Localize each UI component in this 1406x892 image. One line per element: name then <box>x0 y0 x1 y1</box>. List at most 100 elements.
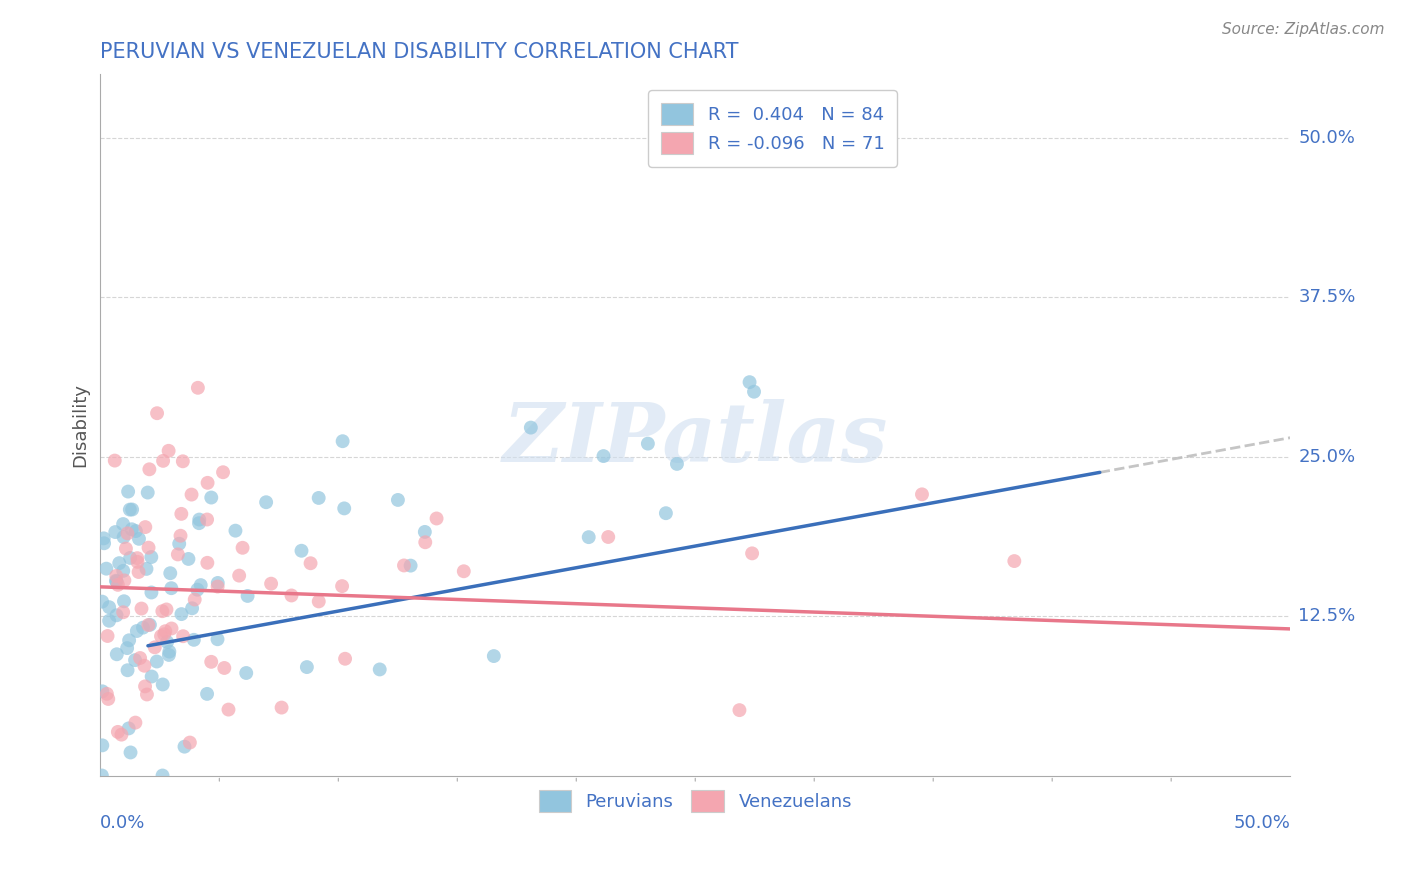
Point <box>332 434 354 449</box>
Point <box>177 552 200 566</box>
Point <box>135 562 157 576</box>
Point <box>112 605 135 619</box>
Point <box>138 618 160 632</box>
Point <box>190 578 212 592</box>
Point <box>134 679 156 693</box>
Point <box>172 454 194 468</box>
Point <box>413 535 436 549</box>
Point <box>179 735 201 749</box>
Point <box>188 516 211 531</box>
Point <box>207 576 229 591</box>
Point <box>260 576 283 591</box>
Point <box>152 454 174 468</box>
Point <box>212 465 235 479</box>
Point <box>138 541 160 555</box>
Point <box>104 574 127 588</box>
Point <box>195 556 218 570</box>
Point <box>180 487 202 501</box>
Point <box>598 530 620 544</box>
Point <box>426 511 449 525</box>
Text: 50.0%: 50.0% <box>1299 129 1355 147</box>
Point <box>146 406 169 420</box>
Point <box>115 541 138 556</box>
Point <box>118 633 141 648</box>
Point <box>308 491 330 505</box>
Legend: Peruvians, Venezuelans: Peruvians, Venezuelans <box>531 782 859 819</box>
Point <box>152 677 174 691</box>
Point <box>308 594 330 608</box>
Point <box>124 653 146 667</box>
Point <box>134 658 156 673</box>
Point <box>728 703 751 717</box>
Point <box>232 541 254 555</box>
Point <box>330 579 353 593</box>
Point <box>482 649 505 664</box>
Point <box>911 487 934 501</box>
Point <box>125 524 148 538</box>
Point <box>118 722 141 736</box>
Point <box>93 532 115 546</box>
Point <box>104 524 127 539</box>
Point <box>136 485 159 500</box>
Point <box>112 564 135 578</box>
Point <box>188 512 211 526</box>
Point <box>132 621 155 635</box>
Point <box>121 522 143 536</box>
Point <box>299 556 322 570</box>
Point <box>112 517 135 532</box>
Point <box>170 507 193 521</box>
Point <box>195 512 218 526</box>
Text: 0.0%: 0.0% <box>100 814 146 832</box>
Point <box>195 687 218 701</box>
Text: PERUVIAN VS VENEZUELAN DISABILITY CORRELATION CHART: PERUVIAN VS VENEZUELAN DISABILITY CORREL… <box>100 42 738 62</box>
Point <box>127 555 149 569</box>
Point <box>160 622 183 636</box>
Point <box>160 581 183 595</box>
Point <box>738 375 761 389</box>
Text: 37.5%: 37.5% <box>1299 288 1355 307</box>
Point <box>97 692 120 706</box>
Point <box>105 608 128 623</box>
Point <box>368 662 391 676</box>
Point <box>187 381 209 395</box>
Text: ZIPatlas: ZIPatlas <box>502 399 889 479</box>
Point <box>578 530 600 544</box>
Point <box>236 589 259 603</box>
Point <box>90 768 112 782</box>
Point <box>183 632 205 647</box>
Point <box>224 524 246 538</box>
Point <box>235 665 257 680</box>
Point <box>157 648 180 662</box>
Point <box>742 384 765 399</box>
Point <box>108 556 131 570</box>
Y-axis label: Disability: Disability <box>72 383 89 467</box>
Point <box>181 601 204 615</box>
Point <box>98 614 121 628</box>
Point <box>112 530 135 544</box>
Point <box>399 558 422 573</box>
Point <box>129 651 152 665</box>
Point <box>387 492 409 507</box>
Point <box>150 604 173 618</box>
Point <box>173 739 195 754</box>
Point <box>166 548 188 562</box>
Point <box>105 574 128 589</box>
Point <box>741 546 763 560</box>
Point <box>120 550 142 565</box>
Point <box>91 594 114 608</box>
Point <box>183 592 205 607</box>
Point <box>98 600 121 615</box>
Point <box>453 564 475 578</box>
Point <box>134 520 156 534</box>
Point <box>96 687 118 701</box>
Point <box>172 629 194 643</box>
Point <box>120 746 142 760</box>
Point <box>118 502 141 516</box>
Point <box>136 688 159 702</box>
Point <box>200 655 222 669</box>
Point <box>117 663 139 677</box>
Point <box>413 524 436 539</box>
Point <box>107 578 129 592</box>
Point <box>392 558 415 573</box>
Point <box>112 574 135 588</box>
